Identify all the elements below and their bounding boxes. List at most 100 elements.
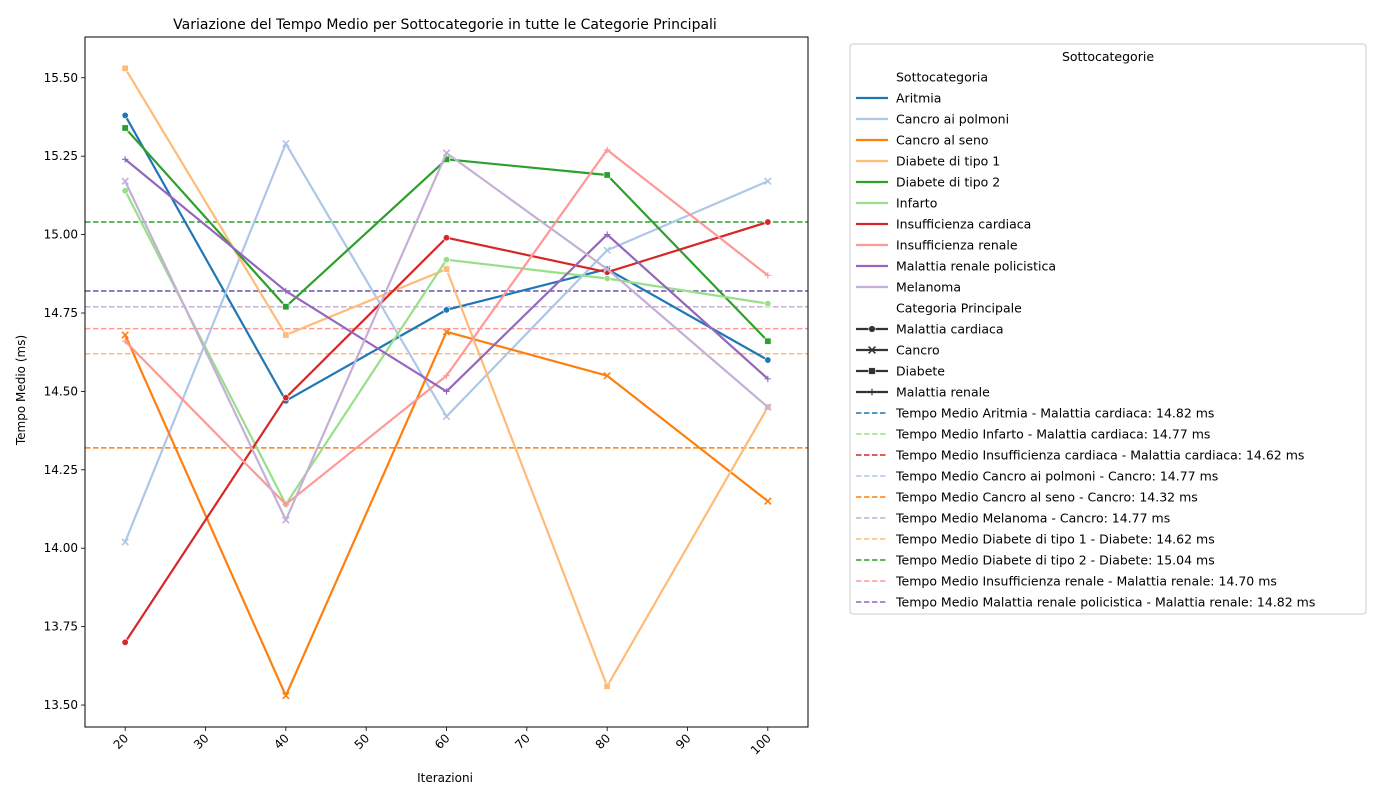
legend-mean-label-2: Tempo Medio Insufficienza cardiaca - Mal…: [895, 448, 1304, 463]
data-point-8-1: [282, 287, 290, 295]
series-line-9: [124, 151, 769, 522]
data-point-1-1: [282, 139, 290, 148]
plot-area: [85, 64, 808, 700]
data-point-2-1: [282, 691, 290, 700]
legend-hue-header: Sottocategoria: [896, 70, 988, 85]
legend-title: Sottocategorie: [1062, 49, 1154, 64]
legend-style-label-2: Diabete: [896, 364, 945, 379]
data-point-1-3: [603, 246, 611, 255]
data-point-1-2: [442, 412, 451, 421]
data-point-7-2: [443, 372, 450, 379]
data-point-9-3: [603, 265, 611, 273]
y-tick-label-5: 14.75: [44, 306, 78, 320]
legend-mean-label-6: Tempo Medio Diabete di tipo 1 - Diabete:…: [895, 532, 1215, 547]
y-tick-label-0: 13.50: [44, 698, 78, 712]
data-point-5-0: [121, 187, 129, 195]
legend-style-header: Categoria Principale: [896, 301, 1022, 316]
data-point-4-0: [121, 124, 129, 132]
data-point-7-1: [282, 501, 290, 508]
legend-mean-label-1: Tempo Medio Infarto - Malattia cardiaca:…: [895, 427, 1210, 442]
legend-series-label-1: Cancro ai polmoni: [896, 112, 1009, 127]
legend-style-marker-1: [868, 346, 876, 354]
legend: Sottocategorie Sottocategoria Aritmia Cancr…: [849, 43, 1367, 615]
data-point-2-0: [121, 331, 129, 339]
x-tick-label-7: 90: [673, 731, 694, 752]
x-tick-label-5: 70: [512, 731, 533, 752]
data-point-5-2: [442, 256, 450, 264]
data-point-2-3: [603, 371, 611, 380]
legend-series-label-9: Melanoma: [896, 280, 961, 295]
legend-mean-label-8: Tempo Medio Insufficienza renale - Malat…: [895, 574, 1277, 589]
data-point-0-0: [121, 111, 129, 119]
data-point-2-4: [764, 497, 772, 505]
y-tick-label-8: 15.50: [44, 71, 78, 85]
legend-series-label-0: Aritmia: [896, 91, 941, 106]
legend-style-marker-0: [868, 325, 876, 333]
legend-series-label-6: Insufficienza cardiaca: [896, 217, 1031, 232]
y-tick-label-7: 15.25: [44, 149, 78, 163]
data-point-6-1: [282, 394, 290, 402]
legend-mean-label-0: Tempo Medio Aritmia - Malattia cardiaca:…: [895, 406, 1214, 421]
legend-series-label-8: Malattia renale policistica: [896, 259, 1056, 274]
data-point-9-0: [121, 177, 129, 186]
y-tick-label-1: 13.75: [44, 620, 78, 634]
legend-style-label-3: Malattia renale: [896, 385, 990, 400]
data-point-5-4: [764, 300, 772, 308]
data-point-8-2: [443, 388, 450, 395]
data-point-3-1: [282, 331, 290, 339]
data-point-0-2: [442, 306, 450, 314]
legend-mean-label-4: Tempo Medio Cancro al seno - Cancro: 14.…: [895, 490, 1198, 505]
y-tick-label-6: 15.00: [44, 228, 78, 242]
x-tick-label-2: 40: [271, 731, 292, 752]
series-line-1: [124, 142, 769, 543]
legend-series-label-3: Diabete di tipo 1: [896, 154, 1000, 169]
data-point-8-0: [121, 156, 129, 163]
legend-style-label-0: Malattia cardiaca: [896, 322, 1004, 337]
data-point-3-2: [442, 265, 450, 273]
data-point-9-2: [442, 149, 451, 157]
plot-frame: [84, 36, 809, 728]
data-point-7-0: [121, 338, 129, 345]
data-point-7-3: [603, 146, 611, 154]
data-point-4-1: [282, 303, 290, 311]
x-tick-label-1: 30: [191, 731, 212, 752]
data-point-6-4: [764, 218, 772, 226]
data-point-6-0: [121, 638, 129, 646]
data-point-1-4: [764, 177, 772, 186]
series-line-8: [124, 158, 769, 393]
data-point-3-0: [121, 64, 129, 72]
legend-mean-label-9: Tempo Medio Malattia renale policistica …: [895, 595, 1315, 610]
y-tick-label-4: 14.50: [44, 384, 78, 398]
data-point-9-4: [764, 403, 772, 411]
legend-style-marker-2: [868, 367, 876, 375]
legend-mean-label-5: Tempo Medio Melanoma - Cancro: 14.77 ms: [895, 511, 1170, 526]
data-point-4-3: [603, 171, 611, 179]
y-axis-label: Tempo Medio (ms): [14, 335, 28, 446]
legend-style-marker-3: [868, 388, 876, 396]
y-tick-label-3: 14.25: [44, 463, 78, 477]
data-point-7-4: [764, 272, 772, 279]
data-point-6-2: [442, 234, 450, 242]
x-tick-label-8: 100: [748, 731, 774, 757]
data-point-1-0: [121, 538, 129, 546]
x-tick-label-3: 50: [352, 731, 373, 752]
x-tick-label-6: 80: [593, 731, 614, 752]
chart-title: Variazione del Tempo Medio per Sottocate…: [173, 17, 717, 33]
data-point-0-4: [764, 356, 772, 364]
data-point-8-4: [764, 375, 772, 383]
legend-series-label-4: Diabete di tipo 2: [896, 175, 1000, 190]
legend-series-label-5: Infarto: [896, 196, 937, 211]
series-line-7: [124, 148, 769, 506]
data-point-3-3: [603, 682, 611, 690]
legend-mean-label-3: Tempo Medio Cancro ai polmoni - Cancro: …: [895, 469, 1218, 484]
x-tick-label-0: 20: [111, 731, 132, 752]
axes: 20 30 40 50 60 70 80 90 100 13.50 13.75 14.00 14.25 1…: [44, 36, 809, 757]
y-tick-label-2: 14.00: [44, 541, 78, 555]
legend-series-label-7: Insufficienza renale: [896, 238, 1018, 253]
x-axis-label: Iterazioni: [417, 771, 473, 785]
data-point-9-1: [282, 516, 290, 524]
legend-box: [849, 43, 1367, 615]
data-point-4-4: [764, 337, 772, 345]
legend-series-label-2: Cancro al seno: [896, 133, 989, 148]
